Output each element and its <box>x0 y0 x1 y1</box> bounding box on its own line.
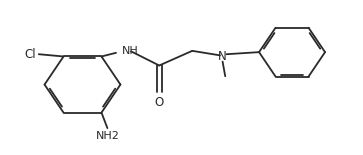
Text: O: O <box>155 97 164 109</box>
Text: Cl: Cl <box>25 48 36 61</box>
Text: NH: NH <box>122 46 139 56</box>
Text: N: N <box>218 50 227 63</box>
Text: NH2: NH2 <box>95 131 119 142</box>
